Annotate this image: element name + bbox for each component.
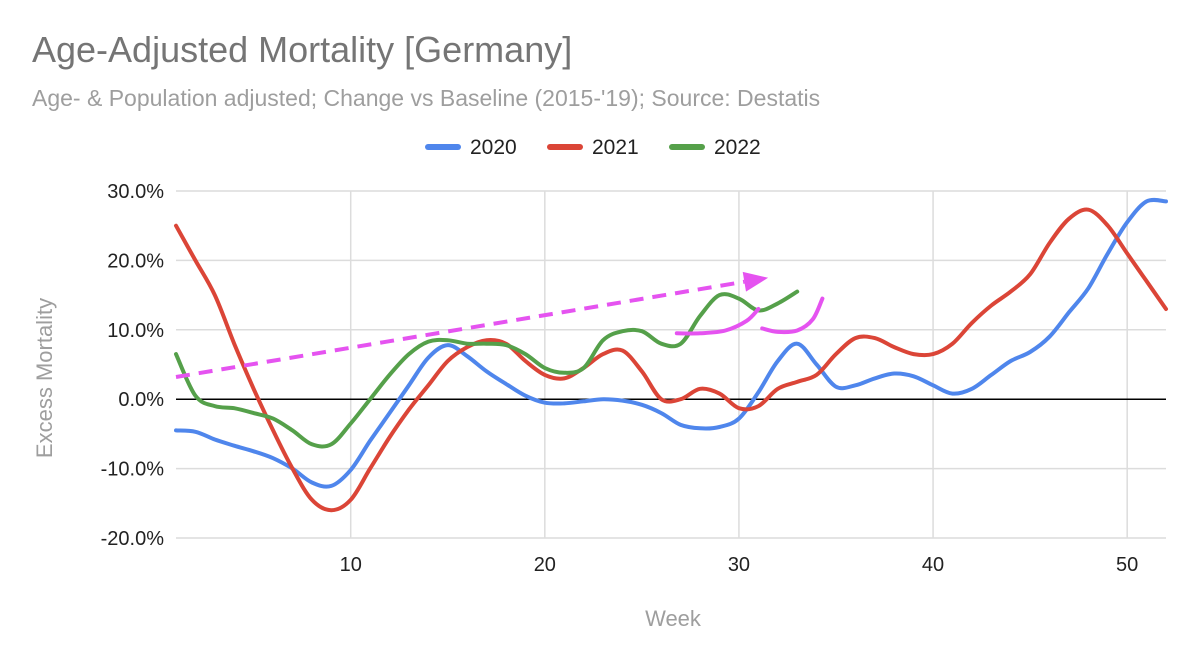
series-line-2020 [174,197,1168,489]
gridlines [176,190,1166,539]
x-tick-label: 50 [1116,554,1138,576]
y-axis-ticks: 30.0% 20.0% 10.0% 0.0% -10.0% -20.0% [101,181,165,550]
chart-subtitle: Age- & Population adjusted; Change vs Ba… [32,85,820,111]
x-axis-ticks: 10 20 30 40 50 [340,554,1139,576]
legend: 2020 2021 2022 [425,136,761,159]
legend-label-2022: 2022 [714,136,761,159]
y-tick-label: 0.0% [118,389,164,411]
annotation-curve [760,296,825,335]
legend-label-2021: 2021 [592,136,639,159]
annotation-curve [674,307,761,336]
trend-arrow-line [175,279,745,379]
y-axis-title: Excess Mortality [32,298,57,458]
y-tick-label: -20.0% [101,528,165,550]
chart-title: Age-Adjusted Mortality [Germany] [32,29,572,70]
x-tick-label: 10 [340,554,362,576]
x-tick-label: 20 [534,554,556,576]
y-tick-label: 20.0% [107,250,164,272]
x-tick-label: 30 [728,554,750,576]
y-tick-label: -10.0% [101,459,165,481]
legend-label-2020: 2020 [470,136,517,159]
trend-arrow-head [742,271,769,292]
y-tick-label: 30.0% [107,181,164,203]
annotation-layer [175,271,825,379]
x-tick-label: 40 [922,554,944,576]
series-line-2022 [174,289,800,449]
y-tick-label: 10.0% [107,320,164,342]
series-line-2021 [174,207,1168,513]
series-layer [174,197,1168,513]
x-axis-title: Week [645,606,702,631]
